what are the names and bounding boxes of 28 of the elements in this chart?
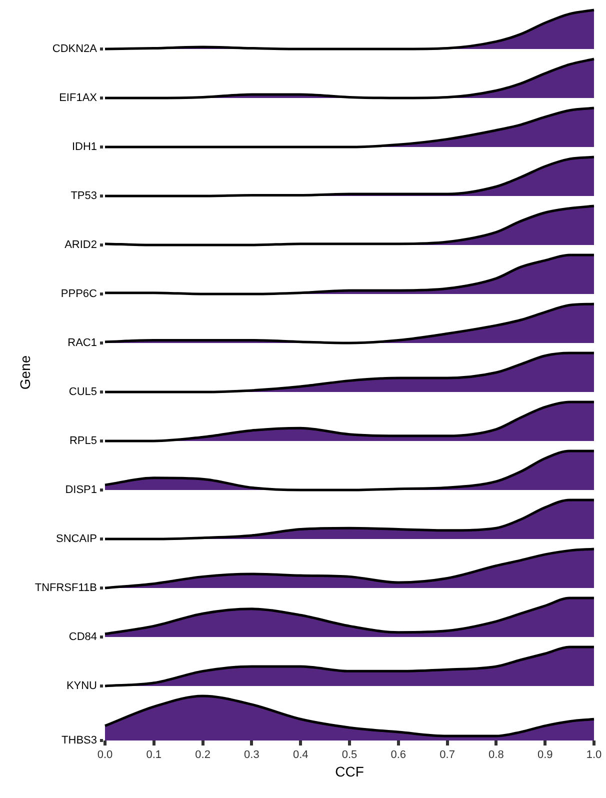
- series-label: SNCAIP: [56, 533, 97, 546]
- series-label: IDH1: [72, 141, 97, 154]
- series-label: TNFRSF11B: [34, 582, 97, 594]
- x-tick-label: 0.0: [97, 749, 113, 762]
- x-tick-label: 0.4: [292, 749, 308, 762]
- x-tick-label: 1.0: [586, 749, 602, 762]
- series-label: THBS3: [62, 734, 97, 747]
- x-tick-label: 0.5: [342, 749, 358, 762]
- x-tick-label: 0.9: [537, 749, 553, 762]
- y-axis-title: Gene: [16, 355, 33, 390]
- series-label: CDKN2A: [52, 43, 98, 56]
- x-tick-label: 0.1: [146, 749, 162, 762]
- series-label: RPL5: [69, 435, 97, 448]
- series-label: KYNU: [66, 680, 98, 692]
- series-label: RAC1: [68, 337, 97, 350]
- series-label: TP53: [70, 190, 97, 202]
- series-label: EIF1AX: [59, 92, 98, 104]
- x-tick-label: 0.6: [390, 749, 406, 762]
- x-axis-title: CCF: [335, 763, 364, 780]
- x-tick-label: 0.3: [244, 749, 260, 762]
- x-tick-label: 0.7: [440, 749, 455, 762]
- series-label: CD84: [68, 631, 97, 644]
- x-tick-label: 0.2: [195, 749, 210, 762]
- series-label: CUL5: [68, 386, 97, 398]
- series-label: PPP6C: [60, 288, 98, 300]
- series-label: ARID2: [64, 239, 97, 252]
- x-tick-label: 0.8: [488, 749, 504, 762]
- series-label: DISP1: [65, 484, 97, 496]
